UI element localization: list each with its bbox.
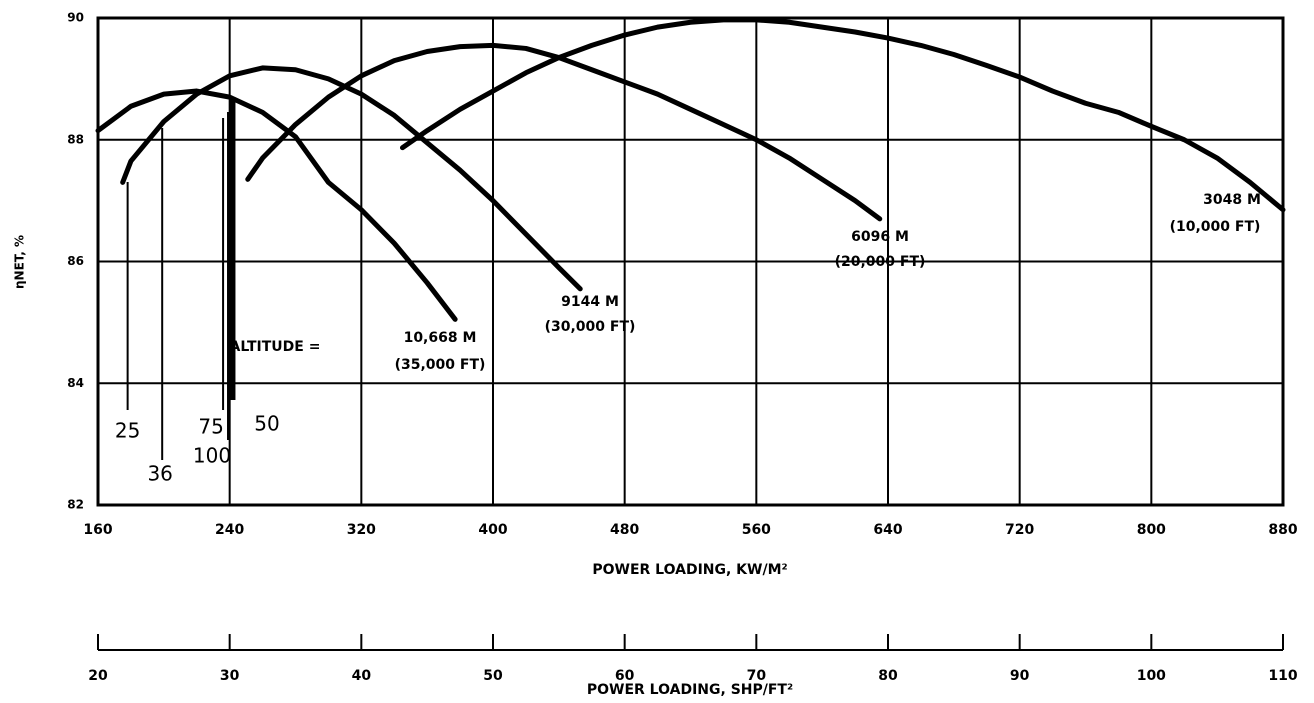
x2-tick-label: 100	[1137, 668, 1166, 684]
y-tick-label: 86	[67, 254, 84, 268]
x2-tick-label: 30	[220, 668, 240, 684]
annotation-label: 50	[254, 412, 279, 436]
x-tick-label: 880	[1268, 522, 1297, 538]
x2-tick-label: 20	[88, 668, 108, 684]
y-tick-label: 88	[67, 132, 84, 146]
x2-tick-label: 50	[483, 668, 503, 684]
x-tick-label: 240	[215, 522, 244, 538]
y-tick-label: 90	[67, 11, 84, 25]
y-tick-label: 84	[67, 376, 84, 390]
series-sublabel: (10,000 FT)	[1170, 219, 1261, 235]
x-tick-label: 160	[83, 522, 112, 538]
annotation-label: 36	[147, 462, 172, 486]
annotation-label: 75	[198, 415, 223, 439]
curve	[95, 88, 458, 322]
series-sublabel: (20,000 FT)	[835, 254, 926, 270]
x2-tick-label: 90	[1010, 668, 1030, 684]
y-axis-label: ηNET, %	[13, 235, 27, 289]
series-label: 6096 M	[851, 229, 909, 245]
series-sublabel: (35,000 FT)	[395, 357, 486, 373]
curve	[399, 17, 1286, 213]
x2-tick-label: 110	[1268, 668, 1297, 684]
x2-axis-label: POWER LOADING, SHP/FT²	[587, 682, 793, 698]
series-label: 9144 M	[561, 294, 619, 310]
x2-tick-label: 80	[878, 668, 898, 684]
x-tick-label: 720	[1005, 522, 1034, 538]
altitude-label: ALTITUDE =	[230, 339, 321, 355]
x-tick-label: 560	[742, 522, 771, 538]
x-tick-label: 640	[873, 522, 902, 538]
x-tick-label: 800	[1137, 522, 1166, 538]
x2-tick-label: 70	[747, 668, 767, 684]
series-label: 3048 M	[1203, 192, 1261, 208]
x-tick-label: 400	[478, 522, 507, 538]
annotation-label: 100	[193, 444, 231, 468]
x-tick-label: 320	[347, 522, 376, 538]
x-axis-label: POWER LOADING, KW/M²	[592, 562, 787, 578]
plot-frame	[96, 16, 1285, 507]
x-tick-label: 480	[610, 522, 639, 538]
y-tick-label: 82	[67, 498, 84, 512]
series-sublabel: (30,000 FT)	[545, 319, 636, 335]
x2-tick-label: 60	[615, 668, 635, 684]
series-label: 10,668 M	[404, 330, 477, 346]
annotation-label: 25	[115, 419, 140, 443]
x2-tick-label: 40	[352, 668, 372, 684]
curve	[120, 65, 583, 292]
